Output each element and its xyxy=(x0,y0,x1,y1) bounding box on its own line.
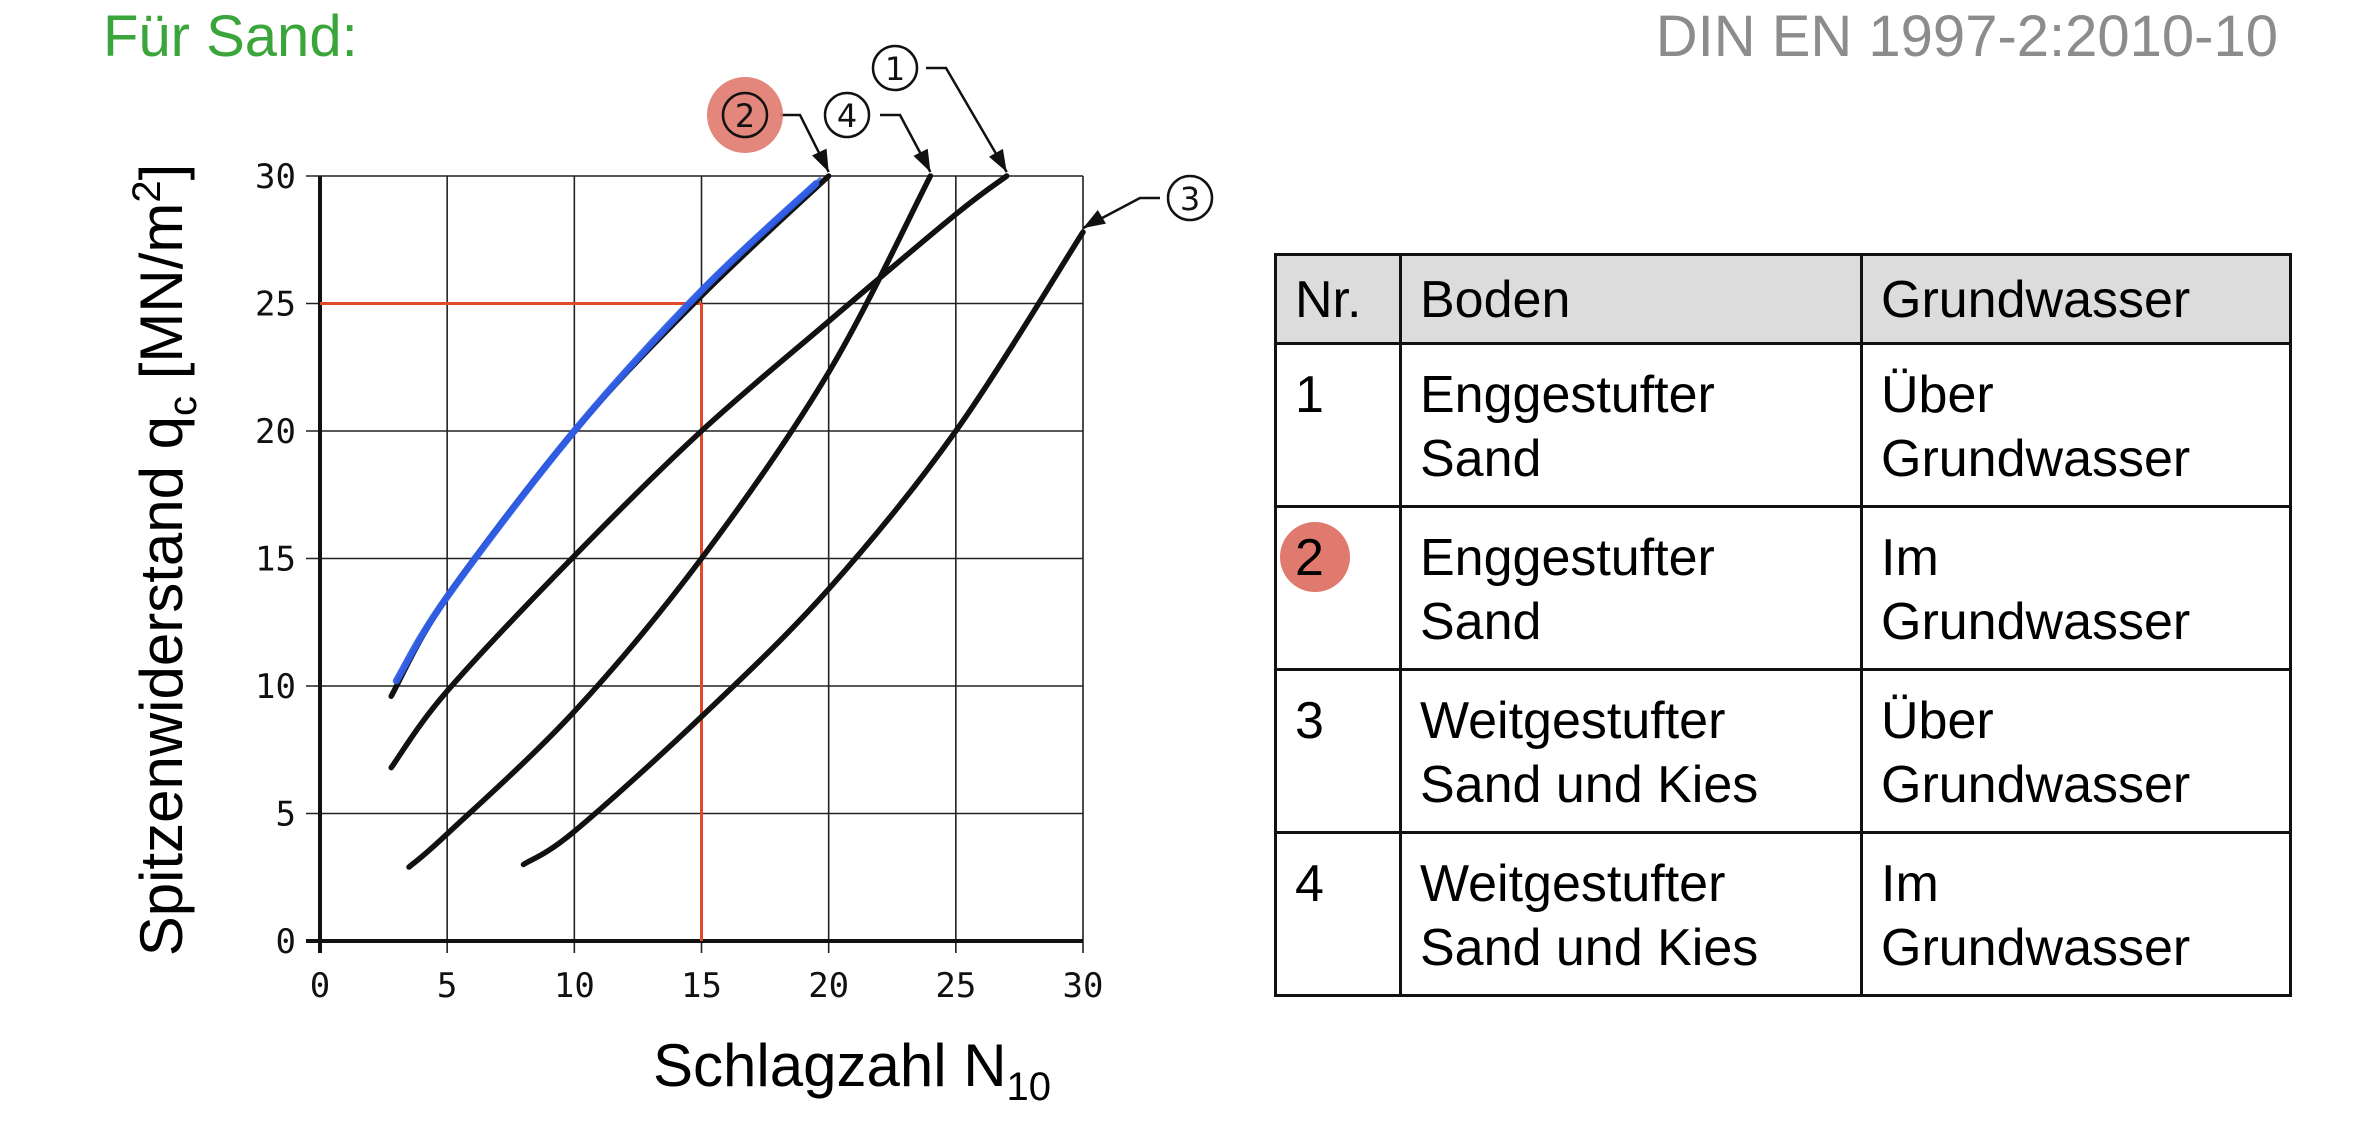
x-tick-label: 25 xyxy=(935,966,976,1006)
x-tick-label: 30 xyxy=(1063,966,1104,1006)
callout-circle-2 xyxy=(721,91,769,139)
y-tick-label: 15 xyxy=(255,540,296,580)
row-nr-cell: 4 xyxy=(1274,831,1402,997)
header-boden: Boden xyxy=(1399,253,1863,345)
row-nr-cell: 1 xyxy=(1274,342,1402,508)
row-nr-cell: 2 xyxy=(1274,505,1402,671)
y-tick-label: 0 xyxy=(276,922,296,962)
series-curve-1 xyxy=(388,173,1010,771)
row-nr: 4 xyxy=(1295,855,1324,913)
row-grundwasser-cell: Über Grundwasser xyxy=(1860,668,2292,834)
x-axis-label: Schlagzahl N10 xyxy=(653,1032,1052,1109)
callout-circle-1 xyxy=(871,44,919,92)
chart-axes xyxy=(306,176,1083,953)
x-tick-label: 10 xyxy=(554,966,595,1006)
callout-arrow-1 xyxy=(988,148,1007,172)
row-nr: 2 xyxy=(1295,529,1324,587)
callout-leader-1 xyxy=(926,66,1008,173)
row-boden-cell: Enggestufter Sand xyxy=(1399,505,1863,671)
table-row: 4 Weitgestufter Sand und Kies Im Grundwass… xyxy=(1274,831,2292,997)
y-tick-label: 30 xyxy=(255,157,296,197)
series-curve-3 xyxy=(520,229,1086,868)
y-tick-label: 20 xyxy=(255,412,296,452)
callout-highlight-marker xyxy=(707,77,783,153)
row-nr-cell: 3 xyxy=(1274,668,1402,834)
row-gw-line: Über xyxy=(1881,692,1994,750)
header-nr: Nr. xyxy=(1274,253,1402,345)
x-tick-label: 5 xyxy=(437,966,457,1006)
series-curve-2 xyxy=(388,173,832,699)
row-gw-line: Grundwasser xyxy=(1881,919,2191,977)
highlight-stroke xyxy=(392,180,820,685)
row-boden-cell: Weitgestufter Sand und Kies xyxy=(1399,668,1863,834)
table-row: 3 Weitgestufter Sand und Kies Über Grundwa… xyxy=(1274,668,2292,834)
row-grundwasser-cell: Über Grundwasser xyxy=(1860,342,2292,508)
row-boden-line: Sand und Kies xyxy=(1420,919,1759,977)
highlight-stroke-secondary xyxy=(398,177,822,678)
x-tick-label: 20 xyxy=(808,966,849,1006)
row-boden-line: Weitgestufter xyxy=(1420,692,1726,750)
row-highlight-marker xyxy=(1280,522,1350,592)
callout-circle-3 xyxy=(1166,174,1214,222)
y-tick-label: 5 xyxy=(276,795,296,835)
table-row-highlighted: 2 Enggestufter Sand Im Grundwasser xyxy=(1274,505,2292,671)
series-curve-4 xyxy=(406,173,934,870)
highlight-stroke-layer xyxy=(392,177,822,685)
callout-label-3: 3 xyxy=(1180,180,1200,218)
callout-label-4: 4 xyxy=(837,97,857,135)
chart-series xyxy=(388,173,1086,870)
row-grundwasser-cell: Im Grundwasser xyxy=(1860,831,2292,997)
callout-label-1: 1 xyxy=(885,50,905,88)
y-tick-label: 10 xyxy=(255,667,296,707)
callout-arrow-3 xyxy=(1083,209,1106,229)
row-boden-line: Enggestufter xyxy=(1420,366,1715,424)
table-header-row: Nr. Boden Grundwasser xyxy=(1274,253,2292,345)
row-gw-line: Im xyxy=(1881,855,1939,913)
callout-label-2: 2 xyxy=(735,97,755,135)
page-heading: Für Sand: xyxy=(103,4,358,69)
soil-legend-table: Nr. Boden Grundwasser 1 Enggestufter Sand… xyxy=(1274,253,2292,997)
row-gw-line: Im xyxy=(1881,529,1939,587)
norm-reference: DIN EN 1997-2:2010-10 xyxy=(1655,4,2278,69)
row-grundwasser-cell: Im Grundwasser xyxy=(1860,505,2292,671)
x-tick-label: 0 xyxy=(310,966,330,1006)
row-nr: 3 xyxy=(1295,692,1324,750)
row-boden-line: Sand xyxy=(1420,593,1542,651)
curve-annotations: 1 2 3 4 xyxy=(707,44,1214,230)
row-gw-line: Über xyxy=(1881,366,1994,424)
x-tick-label: 15 xyxy=(681,966,722,1006)
row-boden-line: Enggestufter xyxy=(1420,529,1715,587)
table-row: 1 Enggestufter Sand Über Grundwasser xyxy=(1274,342,2292,508)
y-tick-label: 25 xyxy=(255,285,296,325)
callout-arrow-2 xyxy=(812,148,829,172)
row-nr: 1 xyxy=(1295,366,1324,424)
header-grundwasser: Grundwasser xyxy=(1860,253,2292,345)
reading-lines xyxy=(320,302,703,941)
row-gw-line: Grundwasser xyxy=(1881,593,2191,651)
row-boden-line: Sand und Kies xyxy=(1420,756,1759,814)
callout-arrow-4 xyxy=(913,148,931,172)
y-axis-label: Spitzenwiderstand qc [MN/m2] xyxy=(125,163,205,957)
callout-circle-4 xyxy=(823,91,871,139)
row-gw-line: Grundwasser xyxy=(1881,430,2191,488)
row-boden-cell: Weitgestufter Sand und Kies xyxy=(1399,831,1863,997)
row-boden-cell: Enggestufter Sand xyxy=(1399,342,1863,508)
row-boden-line: Weitgestufter xyxy=(1420,855,1726,913)
chart-tick-labels: 0 5 10 15 20 25 30 0 5 10 15 20 25 30 xyxy=(255,157,1103,1006)
row-gw-line: Grundwasser xyxy=(1881,756,2191,814)
row-boden-line: Sand xyxy=(1420,430,1542,488)
